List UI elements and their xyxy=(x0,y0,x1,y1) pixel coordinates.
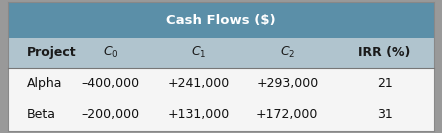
Text: +241,000: +241,000 xyxy=(168,77,230,90)
Text: +172,000: +172,000 xyxy=(256,108,319,121)
Text: Alpha: Alpha xyxy=(27,77,62,90)
Bar xyxy=(8,38,434,68)
Text: $\mathit{C}_2$: $\mathit{C}_2$ xyxy=(280,45,295,61)
Text: Cash Flows ($): Cash Flows ($) xyxy=(166,14,276,27)
Text: 31: 31 xyxy=(377,108,392,121)
Text: IRR (%): IRR (%) xyxy=(358,46,411,59)
Text: –200,000: –200,000 xyxy=(81,108,140,121)
Text: +131,000: +131,000 xyxy=(168,108,230,121)
Bar xyxy=(8,99,434,131)
Bar xyxy=(8,68,434,99)
Bar xyxy=(8,2,434,38)
Text: $\mathit{C}_0$: $\mathit{C}_0$ xyxy=(103,45,118,61)
Text: +293,000: +293,000 xyxy=(256,77,318,90)
Text: Project: Project xyxy=(27,46,76,59)
Text: –400,000: –400,000 xyxy=(81,77,140,90)
Text: $\mathit{C}_1$: $\mathit{C}_1$ xyxy=(191,45,206,61)
Text: Beta: Beta xyxy=(27,108,56,121)
Text: 21: 21 xyxy=(377,77,392,90)
